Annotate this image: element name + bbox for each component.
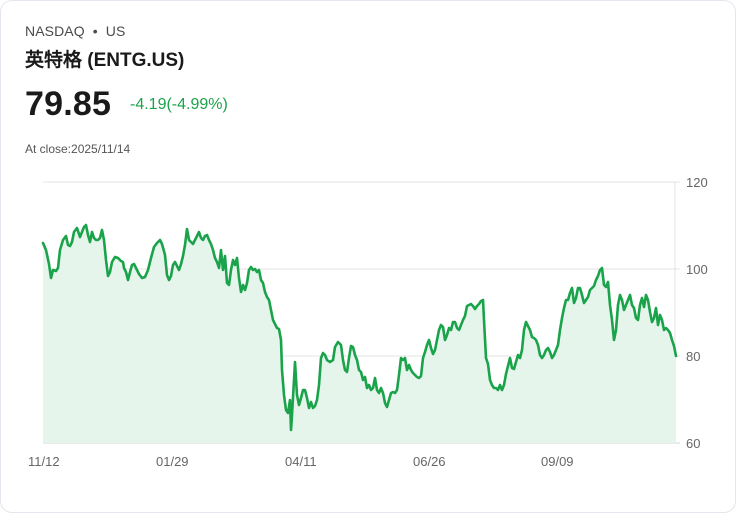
- y-tick-100: 100: [686, 262, 708, 277]
- y-tick-80: 80: [686, 349, 700, 364]
- area-fill: [43, 225, 676, 443]
- y-axis: 120 100 80 60: [686, 175, 708, 451]
- x-tick-0626: 06/26: [413, 454, 446, 469]
- price-line: [41, 223, 678, 432]
- y-tick-120: 120: [686, 175, 708, 190]
- close-date: At close:2025/11/14: [25, 142, 131, 156]
- separator-dot: •: [92, 23, 98, 39]
- x-tick-0411: 04/11: [285, 454, 317, 469]
- stock-title: 英特格 (ENTG.US): [25, 50, 185, 71]
- current-price: 79.85: [25, 85, 112, 123]
- x-tick-1112: 11/12: [28, 454, 60, 469]
- x-tick-0909: 09/09: [541, 454, 574, 469]
- region: US: [105, 23, 126, 39]
- x-tick-0129: 01/29: [156, 454, 189, 469]
- x-axis: 11/12 01/29 04/11 06/26 09/09: [28, 454, 574, 469]
- exchange-line: NASDAQ • US: [25, 23, 125, 39]
- exchange-name: NASDAQ: [25, 23, 85, 39]
- price-change: -4.19(-4.99%): [130, 96, 228, 113]
- y-tick-60: 60: [686, 436, 700, 451]
